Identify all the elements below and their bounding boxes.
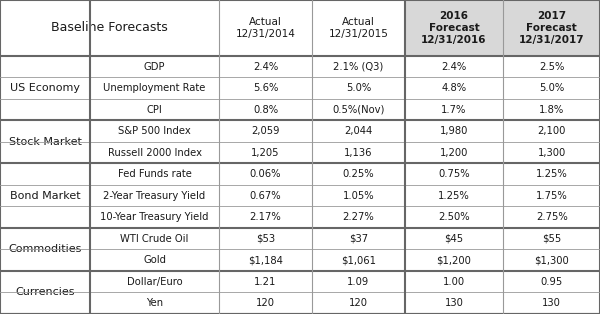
Text: 2016
Forecast
12/31/2016: 2016 Forecast 12/31/2016 xyxy=(421,11,487,45)
Bar xyxy=(503,0,600,56)
Text: Actual
12/31/2014: Actual 12/31/2014 xyxy=(236,17,295,39)
Text: 2.5%: 2.5% xyxy=(539,62,565,72)
Text: 0.95: 0.95 xyxy=(541,277,563,287)
Text: Baseline Forecasts: Baseline Forecasts xyxy=(51,21,168,35)
Text: 5.0%: 5.0% xyxy=(346,83,371,93)
Text: Yen: Yen xyxy=(146,298,163,308)
Text: Gold: Gold xyxy=(143,255,166,265)
Text: CPI: CPI xyxy=(146,105,163,115)
Text: $55: $55 xyxy=(542,234,562,244)
Bar xyxy=(405,0,503,56)
Text: 4.8%: 4.8% xyxy=(442,83,466,93)
Text: 2,059: 2,059 xyxy=(251,126,280,136)
Text: Russell 2000 Index: Russell 2000 Index xyxy=(107,148,202,158)
Text: Commodities: Commodities xyxy=(8,245,82,254)
Text: 5.6%: 5.6% xyxy=(253,83,278,93)
Text: 0.06%: 0.06% xyxy=(250,169,281,179)
Text: Unemployment Rate: Unemployment Rate xyxy=(103,83,206,93)
Text: 2,100: 2,100 xyxy=(538,126,566,136)
Text: 1.7%: 1.7% xyxy=(441,105,467,115)
Text: 1,300: 1,300 xyxy=(538,148,566,158)
Text: 1.21: 1.21 xyxy=(254,277,277,287)
Text: 1,980: 1,980 xyxy=(440,126,468,136)
Text: Fed Funds rate: Fed Funds rate xyxy=(118,169,191,179)
Text: 1,136: 1,136 xyxy=(344,148,373,158)
Text: S&P 500 Index: S&P 500 Index xyxy=(118,126,191,136)
Text: Dollar/Euro: Dollar/Euro xyxy=(127,277,182,287)
Text: 1.8%: 1.8% xyxy=(539,105,565,115)
Text: 120: 120 xyxy=(256,298,275,308)
Text: $37: $37 xyxy=(349,234,368,244)
Text: 2,044: 2,044 xyxy=(344,126,373,136)
Text: $1,061: $1,061 xyxy=(341,255,376,265)
Text: $53: $53 xyxy=(256,234,275,244)
Text: 2-Year Treasury Yield: 2-Year Treasury Yield xyxy=(103,191,206,201)
Text: 130: 130 xyxy=(542,298,561,308)
Text: US Economy: US Economy xyxy=(10,83,80,93)
Text: 0.67%: 0.67% xyxy=(250,191,281,201)
Text: 120: 120 xyxy=(349,298,368,308)
Text: Actual
12/31/2015: Actual 12/31/2015 xyxy=(329,17,388,39)
Text: Currencies: Currencies xyxy=(15,288,75,297)
Text: 2.4%: 2.4% xyxy=(253,62,278,72)
Text: 2.1% (Q3): 2.1% (Q3) xyxy=(334,62,383,72)
Text: 1.25%: 1.25% xyxy=(536,169,568,179)
Text: 2.27%: 2.27% xyxy=(343,212,374,222)
Text: 2.17%: 2.17% xyxy=(250,212,281,222)
Text: $1,200: $1,200 xyxy=(436,255,472,265)
Text: $1,300: $1,300 xyxy=(535,255,569,265)
Text: 1.25%: 1.25% xyxy=(438,191,470,201)
Text: 0.75%: 0.75% xyxy=(438,169,470,179)
Text: 1.05%: 1.05% xyxy=(343,191,374,201)
Text: 2017
Forecast
12/31/2017: 2017 Forecast 12/31/2017 xyxy=(519,11,584,45)
Text: 0.25%: 0.25% xyxy=(343,169,374,179)
Text: WTI Crude Oil: WTI Crude Oil xyxy=(121,234,188,244)
Text: 2.50%: 2.50% xyxy=(438,212,470,222)
Text: 0.8%: 0.8% xyxy=(253,105,278,115)
Text: Bond Market: Bond Market xyxy=(10,191,80,201)
Text: 1.09: 1.09 xyxy=(347,277,370,287)
Text: 1,200: 1,200 xyxy=(440,148,468,158)
Text: 0.5%(Nov): 0.5%(Nov) xyxy=(332,105,385,115)
Text: 5.0%: 5.0% xyxy=(539,83,565,93)
Text: $1,184: $1,184 xyxy=(248,255,283,265)
Text: $45: $45 xyxy=(445,234,463,244)
Text: 2.4%: 2.4% xyxy=(441,62,467,72)
Text: 130: 130 xyxy=(445,298,463,308)
Text: 2.75%: 2.75% xyxy=(536,212,568,222)
Text: Stock Market: Stock Market xyxy=(8,137,82,147)
Text: 1.00: 1.00 xyxy=(443,277,465,287)
Text: 1.75%: 1.75% xyxy=(536,191,568,201)
Text: 10-Year Treasury Yield: 10-Year Treasury Yield xyxy=(100,212,209,222)
Text: GDP: GDP xyxy=(144,62,165,72)
Text: 1,205: 1,205 xyxy=(251,148,280,158)
